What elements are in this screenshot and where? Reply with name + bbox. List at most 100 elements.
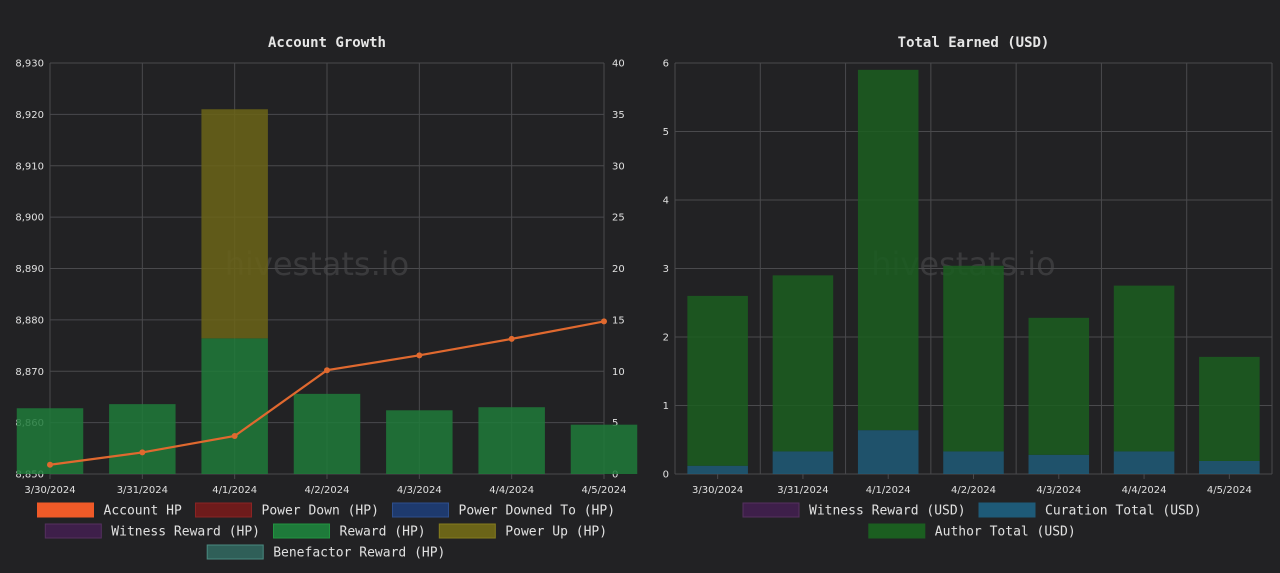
legend-label: Curation Total (USD): [1045, 504, 1202, 519]
bar-author-total-usd: [1113, 285, 1175, 452]
y-tick-label: 8,880: [15, 315, 44, 326]
bar-curation-total-usd: [1028, 454, 1090, 474]
legend-swatch: [978, 502, 1036, 518]
bar-reward-hp: [109, 404, 176, 474]
y-tick-label: 8,890: [15, 264, 44, 275]
bar-author-total-usd: [857, 69, 919, 431]
bar-curation-total-usd: [943, 451, 1004, 474]
legend-label: Witness Reward (USD): [809, 504, 966, 519]
legend: Account HP Power Down (HP) Power Downed To…: [37, 502, 616, 561]
legend-swatch: [392, 502, 449, 518]
x-tick-label: 4/2/2024: [305, 485, 350, 496]
bar-curation-total-usd: [772, 451, 834, 474]
legend-item-power-downed-to-hp[interactable]: Power Downed To (HP): [392, 502, 616, 519]
y-tick-label: 8,930: [15, 59, 44, 70]
legend-label: Account HP: [104, 504, 182, 519]
total-earned-svg: Total Earned (USD)hivestats.io01234563/3…: [663, 35, 1273, 540]
x-tick-label: 4/3/2024: [397, 485, 442, 496]
x-tick-label: 4/1/2024: [866, 485, 911, 496]
legend-swatch: [868, 523, 926, 539]
legend-item-witness-reward-hp[interactable]: Witness Reward (HP): [44, 523, 260, 540]
y-tick-label: 8,900: [15, 213, 44, 224]
x-tick-label: 3/30/2024: [692, 485, 743, 496]
bar-reward-hp: [293, 393, 361, 474]
x-tick-label: 4/1/2024: [212, 485, 257, 496]
bars: [687, 69, 1260, 474]
legend-item-power-down-hp[interactable]: Power Down (HP): [195, 502, 379, 519]
account-growth-svg: Account Growthhivestats.io8,8508,8608,87…: [15, 35, 638, 561]
y-tick-label: 8,920: [15, 110, 44, 121]
legend-label: Witness Reward (HP): [111, 525, 260, 540]
bar-reward-hp: [386, 410, 453, 474]
point-account-hp: [324, 367, 330, 374]
legend-item-witness-reward-usd[interactable]: Witness Reward (USD): [742, 502, 966, 519]
point-account-hp: [231, 432, 238, 439]
y-tick-label: 6: [663, 59, 669, 70]
bar-reward-hp: [570, 424, 638, 474]
x-tick-label: 3/31/2024: [117, 485, 168, 496]
point-account-hp: [47, 461, 53, 468]
total-earned-chart: Total Earned (USD) hivestats.io 0 1 2 3 4 5 6 3/3…: [640, 0, 1280, 573]
bar-author-total-usd: [772, 275, 834, 452]
legend-label: Power Downed To (HP): [459, 504, 616, 519]
y-tick-label: 8,850: [15, 470, 44, 481]
x-tick-label: 4/4/2024: [1122, 485, 1167, 496]
legend-item-benefactor-reward-hp[interactable]: Benefactor Reward (HP): [206, 544, 445, 561]
y-tick-label: 4: [663, 196, 669, 207]
y-right-tick-label: 5: [612, 418, 618, 429]
point-account-hp: [139, 449, 146, 456]
point-account-hp: [416, 352, 423, 359]
bar-reward-hp: [478, 407, 545, 474]
x-tick-label: 4/4/2024: [489, 485, 534, 496]
legend-swatch: [206, 544, 264, 560]
x-tick-label: 4/2/2024: [951, 485, 996, 496]
y-right-tick-label: 35: [612, 110, 625, 121]
y-right-tick-label: 15: [612, 315, 625, 326]
legend-swatch: [37, 502, 94, 518]
chart-title: Account Growth: [268, 35, 386, 51]
legend-swatch: [44, 523, 102, 539]
bar-curation-total-usd: [1199, 460, 1260, 474]
legend-swatch: [742, 502, 800, 518]
legend: Witness Reward (USD) Curation Total (USD)…: [742, 502, 1202, 540]
legend-label: Power Down (HP): [262, 504, 379, 519]
x-tick-label: 4/5/2024: [582, 485, 627, 496]
y-tick-label: 3: [663, 264, 669, 275]
bar-curation-total-usd: [1113, 451, 1175, 474]
legend-label: Benefactor Reward (HP): [273, 546, 445, 561]
legend-item-account-hp[interactable]: Account HP: [37, 502, 182, 519]
bar-curation-total-usd: [857, 430, 919, 474]
y-right-tick-label: 0: [612, 470, 618, 481]
point-account-hp: [508, 335, 515, 342]
legend-label: Reward (HP): [340, 525, 426, 540]
y-tick-label: 1: [663, 401, 669, 412]
legend-item-reward-hp[interactable]: Reward (HP): [273, 523, 426, 540]
bar-author-total-usd: [943, 265, 1004, 452]
y-right-tick-label: 25: [612, 213, 625, 224]
point-account-hp: [601, 318, 607, 325]
bar-reward-hp: [201, 338, 268, 474]
bar-power-up-hp: [201, 109, 268, 339]
y-right-tick-label: 10: [612, 367, 625, 378]
y-right-tick-label: 20: [612, 264, 625, 275]
y-tick-label: 0: [663, 470, 669, 481]
legend-item-author-total-usd[interactable]: Author Total (USD): [868, 523, 1076, 540]
y-tick-label: 8,910: [15, 161, 44, 172]
y-right-tick-label: 30: [612, 161, 625, 172]
x-tick-label: 4/5/2024: [1207, 485, 1252, 496]
x-tick-label: 3/30/2024: [24, 485, 75, 496]
bar-curation-total-usd: [687, 465, 748, 474]
legend-label: Power Up (HP): [505, 525, 607, 540]
legend-item-power-up-hp[interactable]: Power Up (HP): [438, 523, 607, 540]
legend-label: Author Total (USD): [935, 525, 1076, 540]
legend-swatch: [195, 502, 252, 518]
y-right-tick-label: 40: [612, 59, 625, 70]
bar-author-total-usd: [687, 295, 748, 466]
account-growth-chart: Account Growthhivestats.io8,8508,8608,87…: [15, 35, 638, 561]
legend-item-curation-total-usd[interactable]: Curation Total (USD): [978, 502, 1202, 519]
y-tick-label: 8,870: [15, 367, 44, 378]
bars: [16, 109, 638, 474]
bar-author-total-usd: [1028, 317, 1090, 455]
x-tick-label: 4/3/2024: [1036, 485, 1081, 496]
y-tick-label: 2: [663, 333, 669, 344]
